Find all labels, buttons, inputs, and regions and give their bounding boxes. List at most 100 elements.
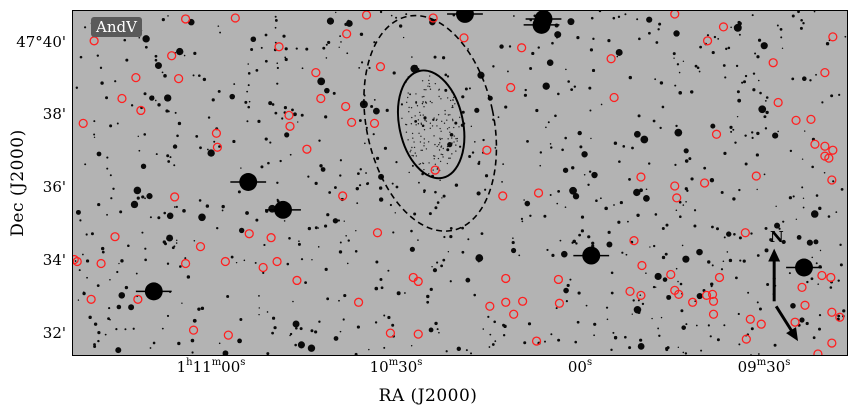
star <box>675 267 678 270</box>
star <box>173 206 176 208</box>
star <box>709 335 712 338</box>
star <box>802 76 807 81</box>
source-marker <box>670 11 680 19</box>
source-marker <box>372 228 383 238</box>
star <box>537 46 540 49</box>
star <box>825 42 830 46</box>
star <box>574 340 578 344</box>
star <box>756 131 760 136</box>
star <box>449 280 452 283</box>
star <box>737 21 742 26</box>
source-marker <box>827 175 837 185</box>
source-marker <box>485 301 495 311</box>
star <box>581 151 588 158</box>
star <box>812 336 816 340</box>
source-marker <box>311 68 321 78</box>
star <box>549 143 552 145</box>
star <box>106 156 109 159</box>
star <box>703 166 707 170</box>
star <box>840 187 844 191</box>
star <box>120 259 124 263</box>
star <box>752 88 756 92</box>
star <box>391 323 395 327</box>
star <box>240 167 242 169</box>
galaxy-star <box>408 106 410 109</box>
star <box>660 316 663 319</box>
star <box>804 130 806 132</box>
star <box>96 151 102 157</box>
star <box>477 162 481 166</box>
galaxy-star <box>458 126 460 128</box>
star <box>796 234 802 240</box>
star <box>580 215 585 219</box>
star <box>246 90 249 93</box>
source-marker <box>86 294 96 304</box>
galaxy-star <box>439 142 441 144</box>
star <box>221 204 225 209</box>
galaxy-star <box>439 160 442 163</box>
source-marker <box>220 256 230 267</box>
star <box>182 209 186 213</box>
star <box>238 227 245 234</box>
star <box>587 183 590 186</box>
star <box>132 327 135 330</box>
star <box>183 54 186 57</box>
source-marker <box>740 228 750 238</box>
star <box>383 314 386 317</box>
galaxy-star <box>425 120 428 122</box>
galaxy-star <box>423 142 425 144</box>
star <box>276 181 279 184</box>
star <box>74 260 77 262</box>
star <box>624 13 627 16</box>
star <box>323 224 328 228</box>
galaxy-star <box>455 144 457 146</box>
source-marker <box>609 92 619 103</box>
star <box>317 77 326 86</box>
star <box>154 62 162 70</box>
source-marker <box>826 272 836 283</box>
star <box>684 352 688 355</box>
star <box>444 73 448 77</box>
star <box>106 167 109 170</box>
star <box>334 186 337 189</box>
star <box>408 171 410 174</box>
star <box>555 307 558 310</box>
star <box>674 84 677 87</box>
galaxy-star <box>436 145 438 148</box>
source-marker <box>773 97 783 108</box>
galaxy-star <box>407 96 409 99</box>
galaxy-star <box>407 92 409 94</box>
star <box>143 92 147 96</box>
galaxy-star <box>427 85 429 87</box>
star <box>172 144 178 149</box>
galaxy-star <box>447 138 449 140</box>
star <box>616 55 619 58</box>
star <box>675 209 678 212</box>
star <box>494 147 497 149</box>
star <box>421 124 425 128</box>
star <box>124 285 129 290</box>
star <box>587 235 591 239</box>
star <box>557 189 561 193</box>
star <box>405 13 408 16</box>
star <box>417 123 420 125</box>
source-marker <box>117 93 127 104</box>
galaxy-star <box>444 113 446 115</box>
star <box>666 346 670 350</box>
star <box>140 163 147 169</box>
galaxy-star <box>439 127 441 130</box>
star <box>276 82 279 85</box>
star <box>175 205 178 208</box>
star <box>387 269 390 272</box>
star <box>85 259 90 263</box>
galaxy-star <box>446 162 449 165</box>
star <box>257 119 261 123</box>
star <box>446 148 450 152</box>
star <box>680 309 684 313</box>
x-tick-1: 1h11m00s <box>176 357 246 376</box>
star <box>356 202 359 205</box>
star <box>258 307 260 309</box>
source-marker <box>78 118 88 128</box>
galaxy-star <box>446 128 449 130</box>
star <box>507 70 509 73</box>
